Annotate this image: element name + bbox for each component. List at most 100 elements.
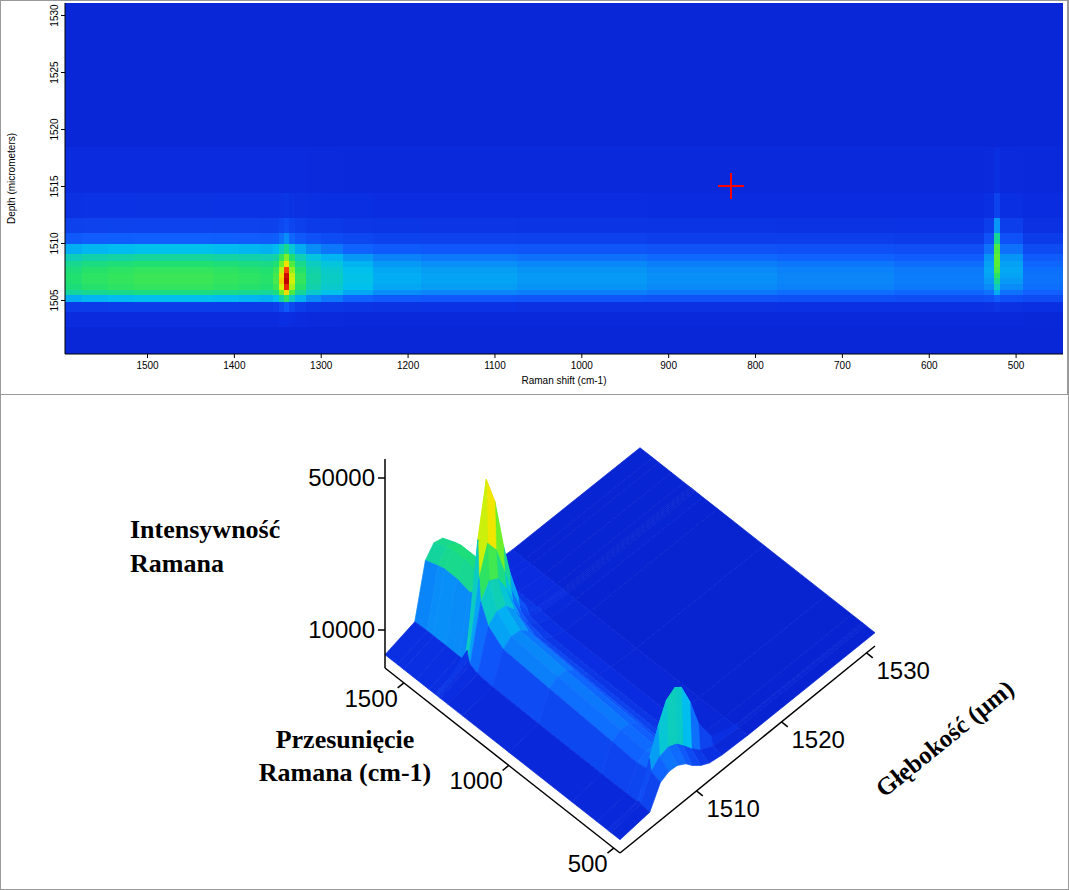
figure-frame	[1, 1, 1069, 890]
heat-cell	[239, 283, 261, 289]
heat-cell	[134, 266, 161, 272]
heat-cell	[273, 278, 280, 284]
heat-cell	[421, 289, 517, 295]
heat-cell	[260, 272, 273, 278]
heat-cell	[213, 147, 240, 193]
heat-cell	[321, 295, 343, 303]
heat-cell	[647, 278, 778, 284]
heat-cell	[82, 147, 109, 193]
heat-cell	[187, 326, 214, 354]
heat-cell	[289, 192, 296, 218]
heatmap-cells	[65, 3, 1063, 354]
heat-cell	[289, 272, 296, 278]
heat-cell	[284, 218, 290, 233]
heat-cell	[108, 147, 135, 193]
heat-cell	[1000, 3, 1023, 85]
heat-cell	[421, 253, 517, 261]
heat-cell	[647, 302, 778, 313]
heat-cell	[279, 312, 285, 327]
heat-cell	[289, 266, 296, 272]
heat-cell	[295, 147, 306, 193]
heat-cell	[373, 326, 421, 354]
heat-cell	[82, 218, 109, 233]
heat-cell	[260, 278, 273, 284]
heat-cell	[984, 326, 995, 354]
heat-cell	[343, 147, 374, 193]
y-tick-label: 1510	[707, 795, 760, 822]
heat-cell	[289, 289, 296, 295]
title-line: Ramana (cm-1)	[259, 758, 432, 787]
heat-cell	[894, 272, 962, 278]
heat-cell	[321, 272, 343, 278]
heat-cell	[295, 261, 306, 267]
heat-cell	[994, 84, 1002, 147]
heat-cell	[647, 266, 778, 272]
heat-cell	[994, 218, 1002, 233]
heat-cell	[421, 147, 517, 193]
heat-cell	[517, 218, 648, 233]
heat-cell	[894, 278, 962, 284]
heat-cell	[421, 312, 517, 327]
heat-cell	[284, 84, 290, 147]
x-tick	[503, 765, 509, 770]
heat-cell	[1023, 192, 1063, 218]
heat-cell	[984, 266, 995, 272]
heat-cell	[517, 253, 648, 261]
heat-cell	[213, 278, 240, 284]
heat-cell	[82, 261, 109, 267]
heat-cell	[1000, 232, 1023, 244]
heat-cell	[421, 243, 517, 254]
heat-cell	[373, 218, 421, 233]
heat-cell	[108, 289, 135, 295]
heat-cell	[284, 326, 290, 354]
heat-cell	[343, 192, 374, 218]
x-tick	[842, 354, 843, 358]
heat-cell	[894, 289, 962, 295]
heat-cell	[239, 84, 261, 147]
heat-cell	[239, 232, 261, 244]
heat-cell	[284, 3, 290, 85]
heat-cell	[306, 295, 322, 303]
x-tick-label: 500	[1008, 360, 1025, 371]
heat-cell	[65, 253, 83, 261]
heat-cell	[65, 278, 83, 284]
heat-cell	[108, 243, 135, 254]
heat-cell	[260, 261, 273, 267]
heat-cell	[962, 243, 984, 254]
y-tick	[61, 186, 65, 187]
heat-cell	[82, 295, 109, 303]
heat-cell	[213, 84, 240, 147]
heat-cell	[187, 272, 214, 278]
heat-cell	[306, 289, 322, 295]
surface-patch	[641, 772, 661, 813]
cursor	[718, 173, 744, 199]
heat-cell	[306, 3, 322, 85]
heat-cell	[994, 302, 1002, 313]
heat-cell	[134, 295, 161, 303]
heat-cell	[284, 295, 290, 303]
heat-cell	[134, 3, 161, 85]
surface-patch	[698, 723, 712, 750]
heat-cell	[108, 84, 135, 147]
x-tick-label: 1300	[310, 360, 333, 371]
x-tick-label: 1000	[449, 767, 502, 794]
heat-cell	[239, 218, 261, 233]
heat-cell	[213, 272, 240, 278]
heat-cell	[279, 253, 285, 261]
heat-cell	[239, 192, 261, 218]
heat-cell	[260, 266, 273, 272]
heat-cell	[962, 232, 984, 244]
heat-cell	[373, 84, 421, 147]
heat-cell	[108, 253, 135, 261]
heat-cell	[1023, 253, 1063, 261]
heat-cell	[187, 232, 214, 244]
heat-cell	[108, 192, 135, 218]
heat-cell	[373, 302, 421, 313]
x-tick-label: 700	[834, 360, 851, 371]
heat-cell	[647, 289, 778, 295]
heat-cell	[295, 243, 306, 254]
heat-cell	[65, 295, 83, 303]
heat-cell	[647, 147, 778, 193]
surface-patch	[735, 623, 864, 725]
heat-cell	[295, 312, 306, 327]
